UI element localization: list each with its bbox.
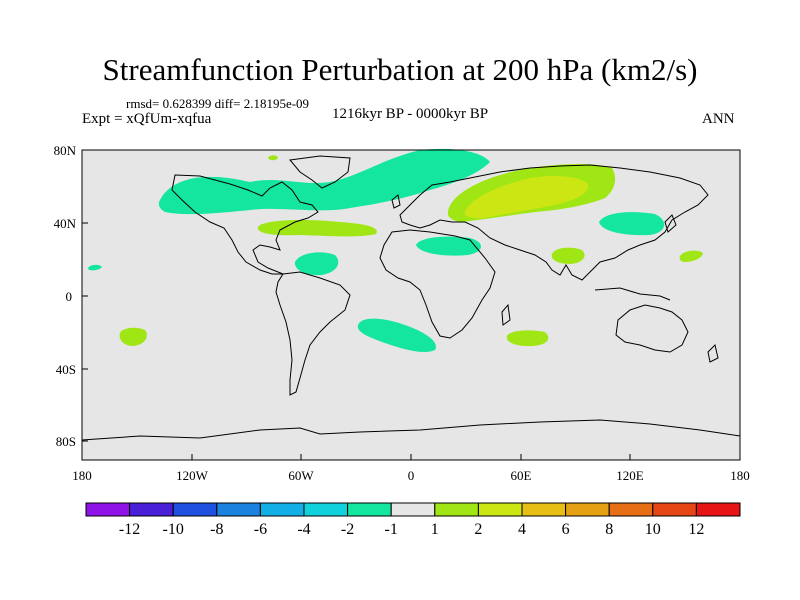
colorbar-label: 6 xyxy=(562,521,570,538)
tick-marks xyxy=(81,149,741,460)
fill-greenland-dot xyxy=(268,155,278,161)
colorbar-swatch xyxy=(521,502,567,517)
fill-india xyxy=(551,247,585,264)
colorbar-swatch xyxy=(347,502,392,517)
y-tick-label: 80N xyxy=(54,143,77,158)
fill-south-indian xyxy=(506,330,549,347)
colorbar-label: 1 xyxy=(431,521,439,538)
fill-north-atlantic-band xyxy=(158,148,490,215)
colorbar-swatch xyxy=(172,502,218,517)
colorbar-label: 12 xyxy=(688,521,704,538)
coast-indonesia xyxy=(594,287,671,301)
colorbar-label: 8 xyxy=(605,521,613,538)
colorbar-label: -4 xyxy=(297,521,310,538)
plot-title: Streamfunction Perturbation at 200 hPa (… xyxy=(102,52,698,87)
stats-text: rmsd= 0.628399 diff= 2.18195e-09 xyxy=(126,96,310,111)
coast-antarctica xyxy=(81,419,741,441)
coast-north-america xyxy=(171,174,319,275)
colorbar-swatch xyxy=(303,502,349,517)
y-tick-label: 40S xyxy=(56,362,76,377)
colorbar-label: 2 xyxy=(474,521,482,538)
colorbar-swatch xyxy=(652,502,697,517)
fill-north-africa xyxy=(416,236,482,256)
x-tick-label: 180 xyxy=(730,468,750,483)
fill-south-atlantic xyxy=(357,318,436,353)
coast-greenland xyxy=(289,155,351,189)
contour-fills xyxy=(88,148,703,353)
fill-gulf-band xyxy=(257,219,377,237)
colorbar-labels: -12 -10 -8 -6 -4 -2 -1 1 2 4 6 8 10 12 xyxy=(119,521,704,538)
coast-south-america xyxy=(275,271,351,396)
x-tick-label: 120E xyxy=(616,468,644,483)
colorbar xyxy=(85,502,741,517)
fill-hawaii xyxy=(88,264,102,271)
colorbar-label: -12 xyxy=(119,521,140,538)
season-label: ANN xyxy=(702,111,735,127)
colorbar-label: -1 xyxy=(385,521,398,538)
coastlines xyxy=(81,155,741,441)
coast-new-zealand xyxy=(707,344,719,363)
experiment-label: Expt = xQfUm-xqfua xyxy=(82,111,212,127)
x-tick-label: 0 xyxy=(408,468,415,483)
coast-japan xyxy=(664,214,677,233)
colorbar-swatch xyxy=(259,502,305,517)
colorbar-label: -8 xyxy=(210,521,223,538)
coast-africa xyxy=(379,229,496,339)
x-tick-label: 60W xyxy=(288,468,314,483)
colorbar-label: -6 xyxy=(254,521,267,538)
colorbar-swatch xyxy=(390,502,436,517)
colorbar-label: 10 xyxy=(645,521,661,538)
x-tick-label: 120W xyxy=(176,468,209,483)
x-tick-label: 60E xyxy=(511,468,532,483)
y-tick-labels: 80N 40N 0 40S 80S xyxy=(54,143,77,449)
coast-australia xyxy=(615,304,689,353)
colorbar-swatch xyxy=(434,502,479,517)
colorbar-swatch xyxy=(129,502,174,517)
y-tick-label: 80S xyxy=(56,434,76,449)
fill-asia-inner xyxy=(464,176,589,219)
colorbar-swatch xyxy=(477,502,523,517)
colorbar-label: -2 xyxy=(341,521,354,538)
colorbar-swatch xyxy=(608,502,654,517)
fill-north-pacific-w xyxy=(599,212,665,236)
fill-west-atlantic xyxy=(294,252,339,276)
colorbar-swatch xyxy=(216,502,261,517)
fill-south-pacific xyxy=(119,327,147,346)
y-tick-label: 0 xyxy=(66,289,73,304)
colorbar-swatch xyxy=(565,502,610,517)
x-tick-labels: 180 120W 60W 0 60E 120E 180 xyxy=(72,468,750,483)
colorbar-label: 4 xyxy=(518,521,526,538)
coast-uk xyxy=(391,194,401,209)
colorbar-label: -10 xyxy=(163,521,184,538)
coast-madagascar xyxy=(501,303,511,326)
coast-europe-asia xyxy=(399,164,709,281)
y-tick-label: 40N xyxy=(54,216,77,231)
colorbar-swatch xyxy=(695,502,741,517)
fill-west-pacific xyxy=(679,250,703,262)
colorbar-swatch xyxy=(85,502,131,517)
x-tick-label: 180 xyxy=(72,468,92,483)
time-range-subtitle: 1216kyr BP - 0000kyr BP xyxy=(331,106,489,122)
